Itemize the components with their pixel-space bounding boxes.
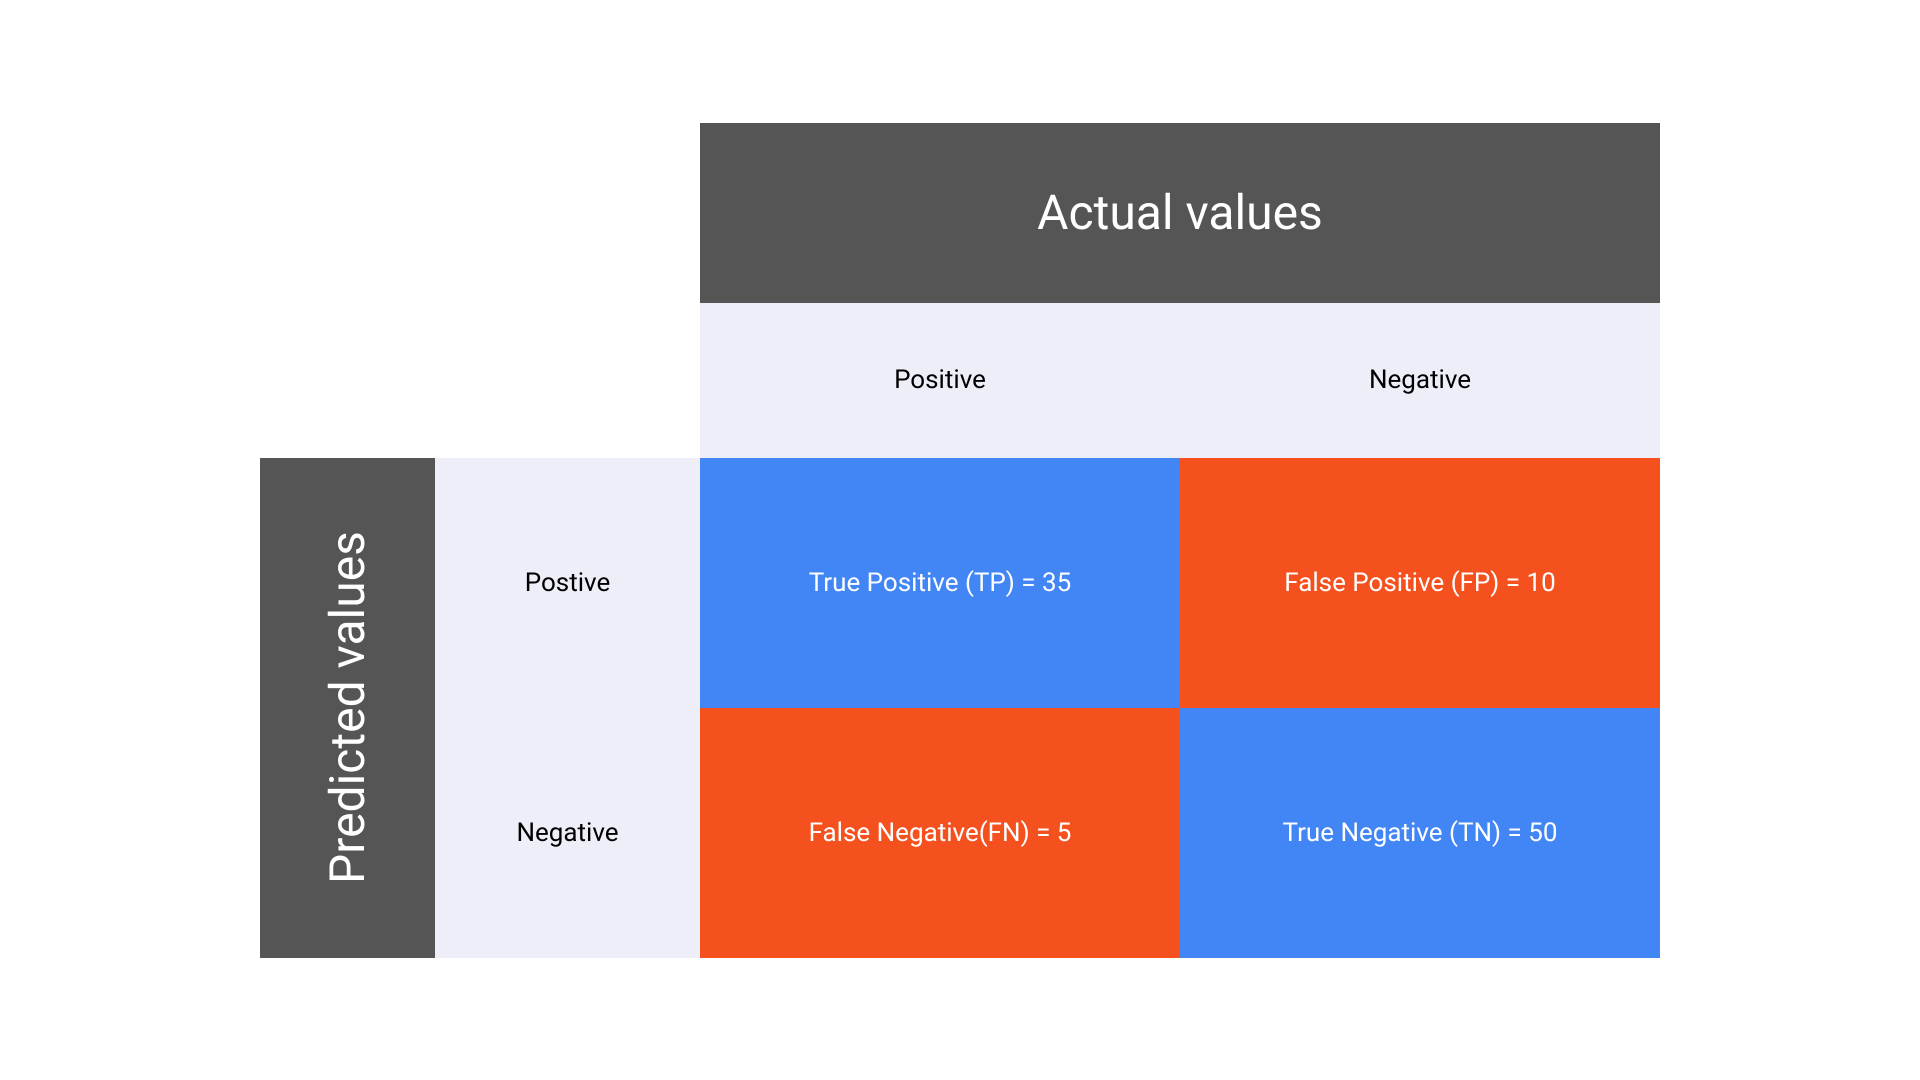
confusion-matrix: Actual values Positive Negative Predicte… — [260, 123, 1660, 958]
tp-label: True Positive (TP) = 35 — [809, 568, 1072, 598]
spacer-cell — [435, 303, 700, 458]
fn-label: False Negative(FN) = 5 — [809, 818, 1072, 848]
fp-label: False Positive (FP) = 10 — [1284, 568, 1555, 598]
predicted-positive-header: Postive — [435, 458, 700, 708]
spacer-cell — [260, 123, 435, 303]
spacer-cell — [260, 303, 435, 458]
actual-values-label: Actual values — [1037, 184, 1323, 241]
actual-positive-header: Positive — [700, 303, 1180, 458]
tp-cell: True Positive (TP) = 35 — [700, 458, 1180, 708]
predicted-values-header: Predicted values — [260, 458, 435, 958]
spacer-cell — [435, 123, 700, 303]
fn-cell: False Negative(FN) = 5 — [700, 708, 1180, 958]
predicted-negative-header: Negative — [435, 708, 700, 958]
predicted-positive-label: Postive — [525, 568, 611, 598]
actual-negative-label: Negative — [1369, 365, 1471, 395]
tn-cell: True Negative (TN) = 50 — [1180, 708, 1660, 958]
matrix-grid: Actual values Positive Negative Predicte… — [260, 123, 1660, 958]
actual-negative-header: Negative — [1180, 303, 1660, 458]
actual-positive-label: Positive — [894, 365, 986, 395]
predicted-negative-label: Negative — [516, 818, 618, 848]
fp-cell: False Positive (FP) = 10 — [1180, 458, 1660, 708]
actual-values-header: Actual values — [700, 123, 1660, 303]
tn-label: True Negative (TN) = 50 — [1283, 818, 1558, 848]
predicted-values-label: Predicted values — [319, 531, 376, 884]
